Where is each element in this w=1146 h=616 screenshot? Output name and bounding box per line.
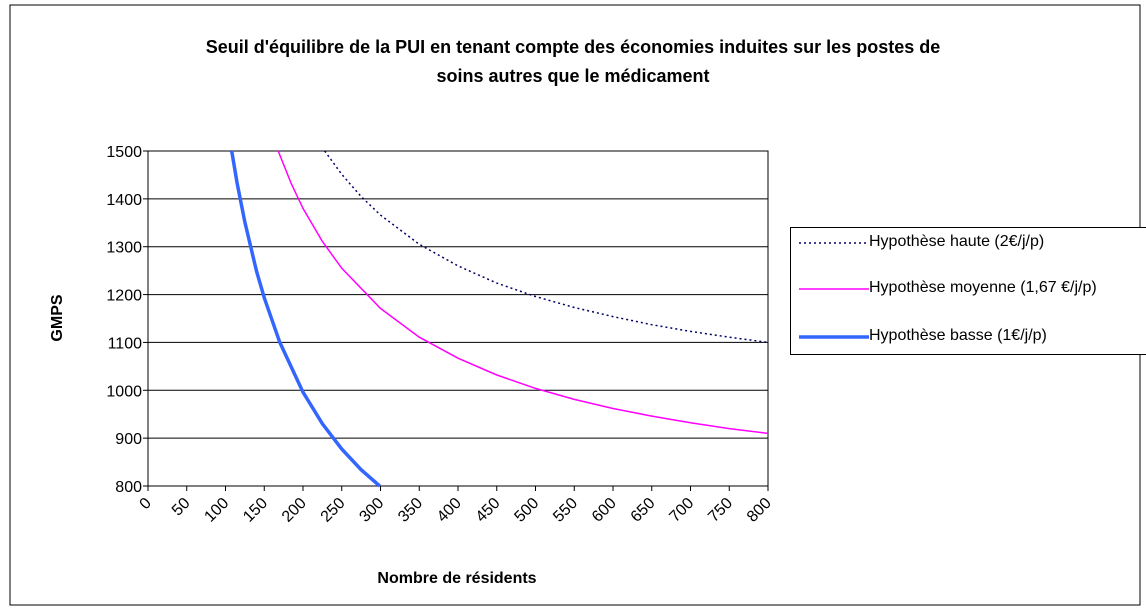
legend-label: Hypothèse basse (1€/j/p) — [869, 327, 1047, 344]
y-tick-label: 1100 — [108, 335, 143, 352]
x-tick-label: 300 — [356, 495, 387, 526]
x-tick-label: 100 — [201, 495, 232, 526]
plot-area — [147, 150, 769, 487]
y-tick-label: 900 — [115, 431, 142, 448]
legend-swatch — [799, 335, 869, 339]
x-tick-label: 600 — [589, 495, 620, 526]
x-tick-label: 400 — [434, 495, 465, 526]
x-tick-label: 500 — [511, 495, 542, 526]
x-tick-label: 250 — [318, 495, 349, 526]
chart-title: Seuil d'équilibre de la PUI en tenant co… — [205, 37, 941, 86]
legend-swatch — [799, 242, 869, 244]
x-tick-label: 450 — [473, 495, 504, 526]
legend-item: Hypothèse basse (1€/j/p) — [791, 324, 1146, 348]
y-tick-label: 1300 — [106, 240, 142, 257]
x-axis-label: Nombre de résidents — [377, 570, 536, 587]
x-tick-label: 150 — [240, 495, 271, 526]
legend-label: Hypothèse moyenne (1,67 €/j/p) — [869, 279, 1097, 296]
y-axis-label: GMPS — [49, 294, 66, 341]
y-tick-label: 800 — [115, 479, 142, 496]
x-tick-label: 350 — [395, 495, 426, 526]
x-tick-label: 50 — [169, 495, 194, 520]
x-tick-label: 550 — [550, 495, 581, 526]
line-series — [324, 150, 769, 344]
y-tick-label: 1500 — [106, 144, 142, 161]
x-tick-label: 700 — [666, 495, 697, 526]
legend-label: Hypothèse haute (2€/j/p) — [869, 233, 1045, 250]
x-tick-label: 200 — [279, 495, 310, 526]
line-series — [277, 150, 769, 435]
x-tick-label: 750 — [705, 495, 736, 526]
line-series — [229, 150, 381, 488]
x-tick-label: 800 — [744, 495, 775, 526]
legend-item: Hypothèse haute (2€/j/p) — [791, 230, 1146, 254]
x-tick-label: 0 — [137, 495, 155, 513]
y-tick-label: 1400 — [106, 192, 142, 209]
legend-item: Hypothèse moyenne (1,67 €/j/p) — [791, 276, 1146, 300]
legend: Hypothèse haute (2€/j/p) Hypothèse moyenn… — [790, 227, 1146, 355]
x-tick-label: 650 — [628, 495, 659, 526]
legend-swatch — [799, 288, 869, 290]
y-tick-label: 1000 — [106, 383, 142, 400]
y-tick-label: 1200 — [106, 288, 142, 305]
